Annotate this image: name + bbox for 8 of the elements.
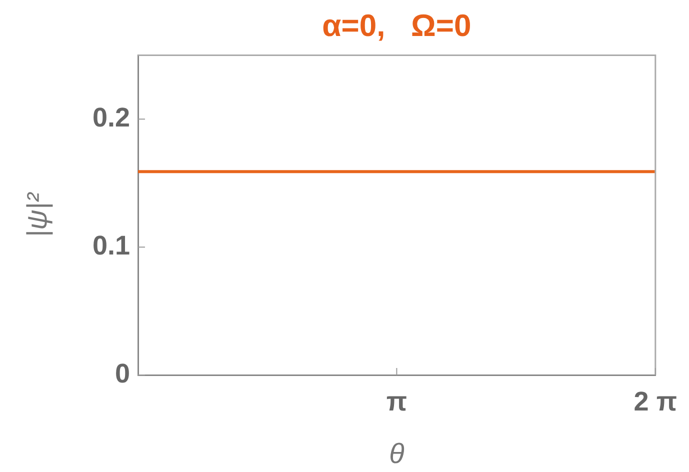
y-axis-title: |ψ|² [22, 191, 54, 238]
x-tick-label: π [386, 386, 408, 417]
y-tick-label: 0.2 [92, 102, 130, 133]
x-axis-title: θ [389, 438, 404, 469]
chart-title: α=0, Ω=0 [322, 8, 472, 44]
y-tick-label: 0 [114, 358, 130, 388]
y-tick-label: 0.1 [92, 230, 130, 261]
x-tick-label: 2 π [634, 386, 678, 417]
